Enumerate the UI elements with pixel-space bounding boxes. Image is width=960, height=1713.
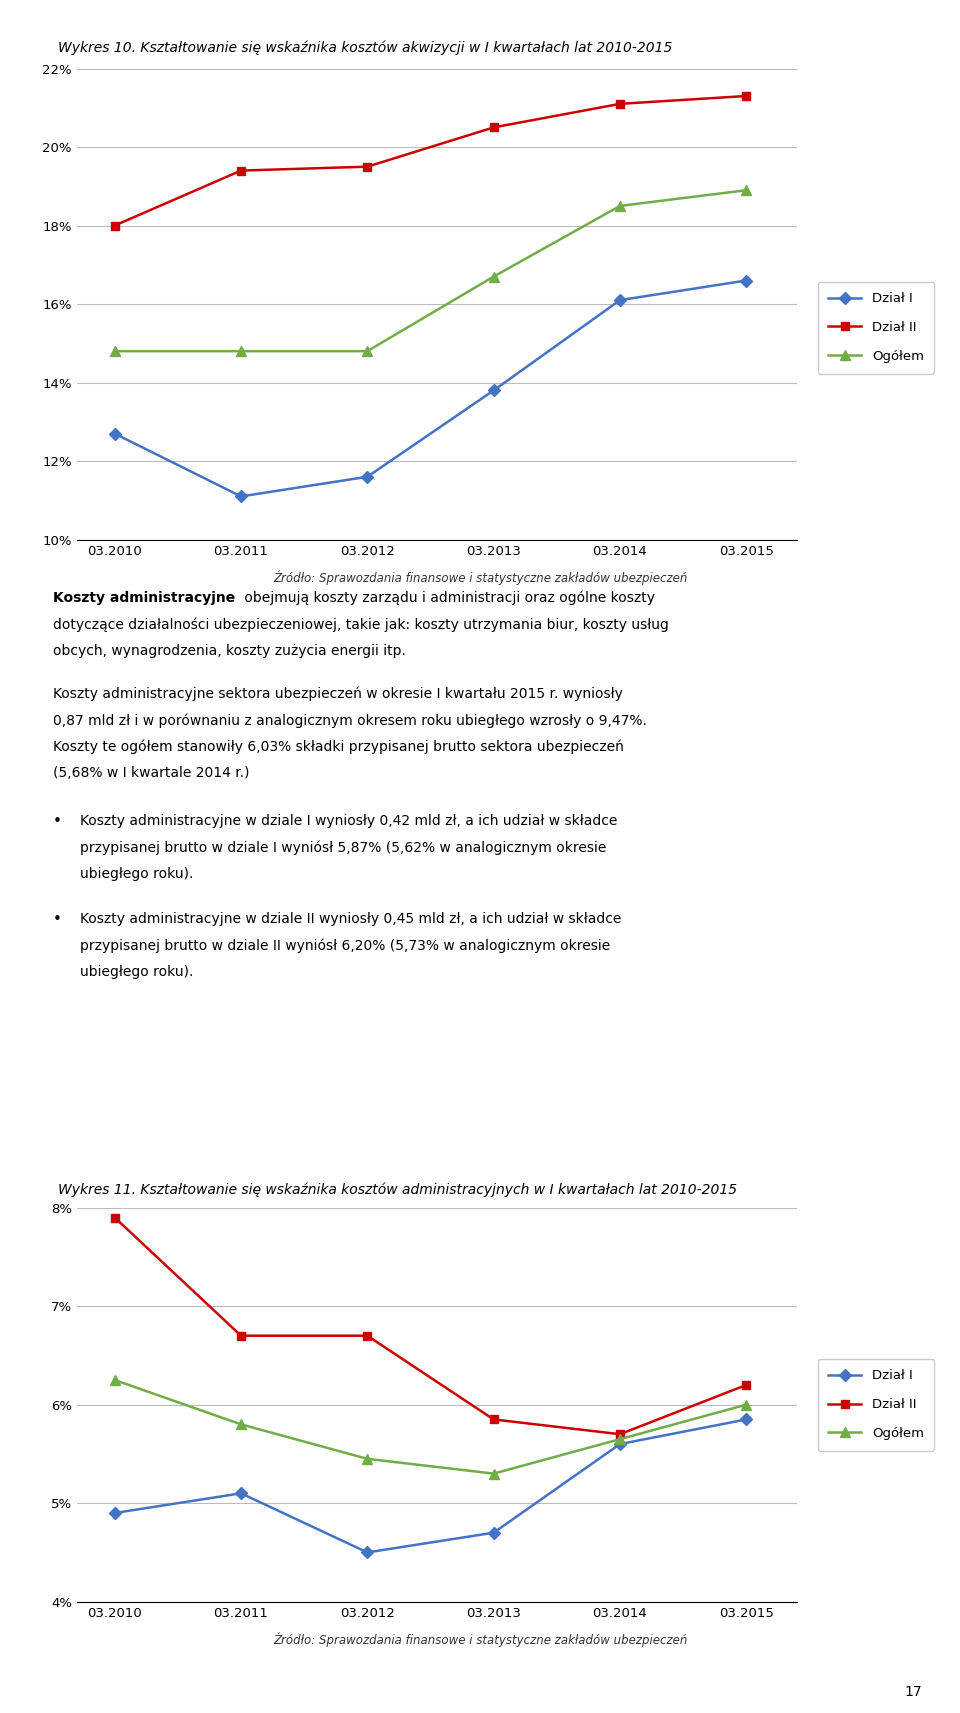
Dział II bbox=[740, 1374, 752, 1394]
Dział I bbox=[740, 271, 752, 291]
Text: Koszty te ogółem stanowiły 6,03% składki przypisanej brutto sektora ubezpieczeń: Koszty te ogółem stanowiły 6,03% składki… bbox=[53, 740, 624, 754]
Dział II bbox=[614, 94, 626, 115]
Line: Dział I: Dział I bbox=[110, 1415, 751, 1557]
Dział II bbox=[235, 1326, 247, 1346]
Dział I bbox=[740, 1410, 752, 1430]
Ogółem bbox=[108, 1370, 120, 1391]
Line: Dział II: Dział II bbox=[110, 93, 751, 230]
Dział II bbox=[488, 1410, 499, 1430]
Text: 17: 17 bbox=[904, 1686, 922, 1699]
Dział II bbox=[108, 216, 120, 236]
Ogółem bbox=[614, 195, 626, 216]
Ogółem bbox=[488, 1463, 499, 1483]
Dział II bbox=[235, 161, 247, 182]
Ogółem bbox=[235, 341, 247, 361]
Text: przypisanej brutto w dziale II wyniósł 6,20% (5,73% w analogicznym okresie: przypisanej brutto w dziale II wyniósł 6… bbox=[80, 939, 610, 954]
Ogółem bbox=[362, 1449, 373, 1470]
Dział II bbox=[614, 1424, 626, 1444]
Dział I bbox=[488, 1523, 499, 1543]
Dział II bbox=[108, 1208, 120, 1228]
Text: •: • bbox=[53, 814, 61, 829]
Text: Koszty administracyjne sektora ubezpieczeń w okresie I kwartału 2015 r. wyniosły: Koszty administracyjne sektora ubezpiecz… bbox=[53, 687, 623, 701]
Text: •: • bbox=[53, 913, 61, 927]
Dział I bbox=[362, 466, 373, 486]
Legend: Dział I, Dział II, Ogółem: Dział I, Dział II, Ogółem bbox=[818, 281, 934, 373]
Text: ubiegłego roku).: ubiegłego roku). bbox=[80, 867, 193, 880]
Text: Wykres 10. Kształtowanie się wskaźnika kosztów akwizycji w I kwartałach lat 2010: Wykres 10. Kształtowanie się wskaźnika k… bbox=[58, 41, 672, 55]
Text: Koszty administracyjne: Koszty administracyjne bbox=[53, 591, 235, 605]
Dział I bbox=[614, 289, 626, 310]
Dział I bbox=[488, 380, 499, 401]
Text: Źródło: Sprawozdania finansowe i statystyczne zakładów ubezpieczeń: Źródło: Sprawozdania finansowe i statyst… bbox=[273, 570, 687, 584]
Text: ubiegłego roku).: ubiegłego roku). bbox=[80, 966, 193, 980]
Text: Wykres 11. Kształtowanie się wskaźnika kosztów administracyjnych w I kwartałach : Wykres 11. Kształtowanie się wskaźnika k… bbox=[58, 1184, 736, 1197]
Dział I bbox=[362, 1542, 373, 1562]
Dział I bbox=[108, 1502, 120, 1523]
Line: Dział II: Dział II bbox=[110, 1213, 751, 1439]
Ogółem bbox=[108, 341, 120, 361]
Text: dotyczące działalności ubezpieczeniowej, takie jak: koszty utrzymania biur, kosz: dotyczące działalności ubezpieczeniowej,… bbox=[53, 617, 669, 632]
Dział II bbox=[488, 116, 499, 137]
Line: Ogółem: Ogółem bbox=[109, 1376, 751, 1478]
Dział II bbox=[740, 86, 752, 106]
Dział II bbox=[362, 156, 373, 176]
Ogółem bbox=[740, 1394, 752, 1415]
Ogółem bbox=[362, 341, 373, 361]
Line: Dział I: Dział I bbox=[110, 276, 751, 500]
Dział I bbox=[614, 1434, 626, 1454]
Dział I bbox=[235, 486, 247, 507]
Dział I bbox=[108, 423, 120, 444]
Text: (5,68% w I kwartale 2014 r.): (5,68% w I kwartale 2014 r.) bbox=[53, 766, 250, 779]
Dział II bbox=[362, 1326, 373, 1346]
Text: obcych, wynagrodzenia, koszty zużycia energii itp.: obcych, wynagrodzenia, koszty zużycia en… bbox=[53, 644, 406, 658]
Text: obejmują koszty zarządu i administracji oraz ogólne koszty: obejmują koszty zarządu i administracji … bbox=[240, 591, 655, 605]
Text: 0,87 mld zł i w porównaniu z analogicznym okresem roku ubiegłego wzrosły o 9,47%: 0,87 mld zł i w porównaniu z analogiczny… bbox=[53, 713, 647, 728]
Line: Ogółem: Ogółem bbox=[109, 185, 751, 356]
Ogółem bbox=[488, 266, 499, 286]
Ogółem bbox=[235, 1413, 247, 1434]
Legend: Dział I, Dział II, Ogółem: Dział I, Dział II, Ogółem bbox=[818, 1358, 934, 1451]
Text: Koszty administracyjne w dziale I wyniosły 0,42 mld zł, a ich udział w składce: Koszty administracyjne w dziale I wynios… bbox=[80, 814, 617, 827]
Dział I bbox=[235, 1483, 247, 1504]
Text: przypisanej brutto w dziale I wyniósł 5,87% (5,62% w analogicznym okresie: przypisanej brutto w dziale I wyniósł 5,… bbox=[80, 841, 606, 855]
Ogółem bbox=[740, 180, 752, 200]
Text: Koszty administracyjne w dziale II wyniosły 0,45 mld zł, a ich udział w składce: Koszty administracyjne w dziale II wynio… bbox=[80, 913, 621, 927]
Text: Źródło: Sprawozdania finansowe i statystyczne zakładów ubezpieczeń: Źródło: Sprawozdania finansowe i statyst… bbox=[273, 1632, 687, 1646]
Ogółem bbox=[614, 1429, 626, 1449]
